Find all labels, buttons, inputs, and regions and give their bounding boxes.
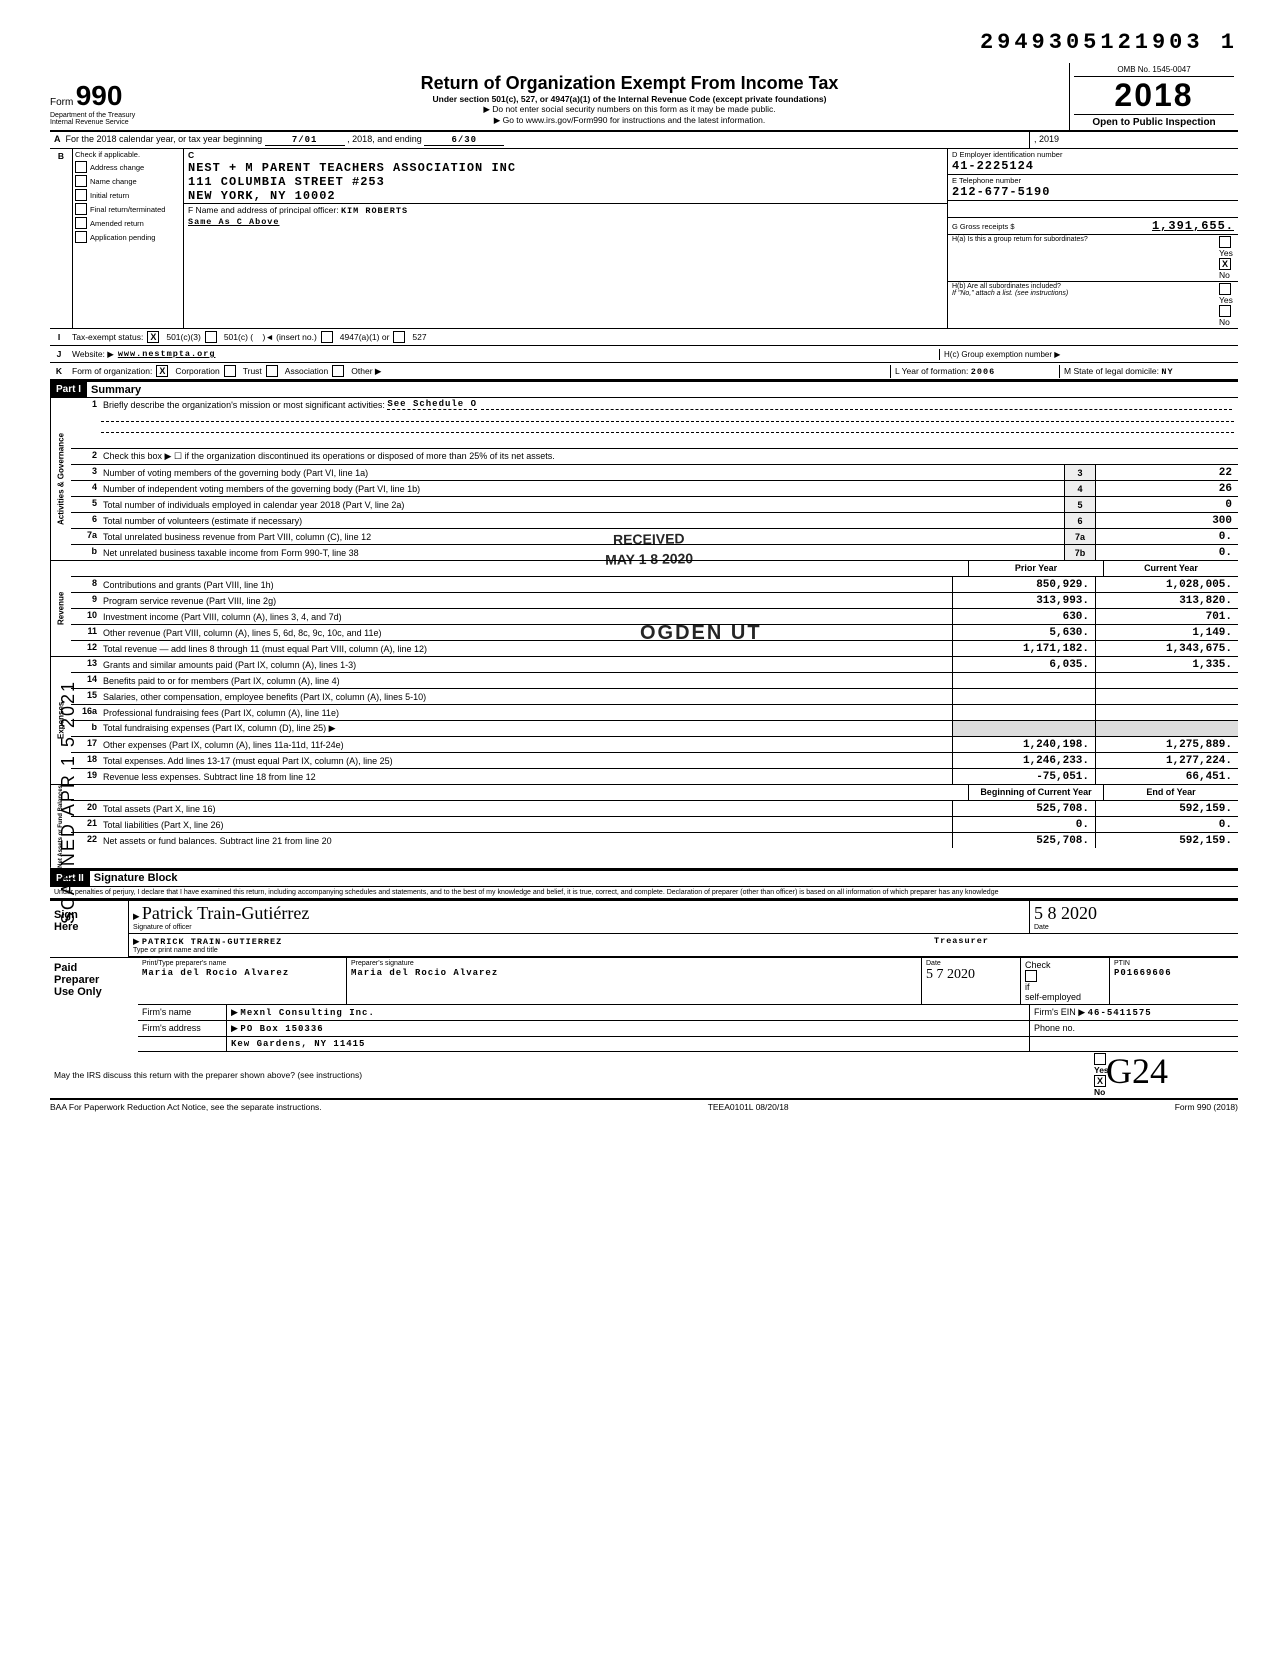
discuss-row: May the IRS discuss this return with the… bbox=[50, 1052, 1238, 1099]
section-b-container: B Check if applicable. Address changeNam… bbox=[50, 149, 1238, 329]
doc-number: 2949305121903 1 bbox=[50, 30, 1238, 55]
summary-row: bTotal fundraising expenses (Part IX, co… bbox=[71, 721, 1238, 737]
summary-row: 16aProfessional fundraising fees (Part I… bbox=[71, 705, 1238, 721]
form-year: 2018 bbox=[1074, 77, 1234, 114]
footer: BAA For Paperwork Reduction Act Notice, … bbox=[50, 1099, 1238, 1112]
officer-signature: Patrick Train-Gutiérrez bbox=[142, 903, 309, 923]
ein: 41-2225124 bbox=[952, 159, 1234, 173]
open-public: Open to Public Inspection bbox=[1074, 114, 1234, 128]
principal-officer: KIM ROBERTS bbox=[341, 206, 408, 216]
check-item: Address change bbox=[73, 160, 183, 174]
check-item: Name change bbox=[73, 174, 183, 188]
summary-row: 19Revenue less expenses. Subtract line 1… bbox=[71, 769, 1238, 784]
phone: 212-677-5190 bbox=[952, 185, 1234, 199]
gross-receipts: 1,391,655. bbox=[1152, 219, 1234, 233]
summary-row: 13Grants and similar amounts paid (Part … bbox=[71, 657, 1238, 673]
sign-here-block: SignHere ▶ Patrick Train-Gutiérrez Signa… bbox=[50, 899, 1238, 957]
subtitle-2a: ▶ Do not enter social security numbers o… bbox=[196, 104, 1063, 115]
summary-row: 20Total assets (Part X, line 16)525,708.… bbox=[71, 801, 1238, 817]
summary-row: 4Number of independent voting members of… bbox=[71, 481, 1238, 497]
org-name: NEST + M PARENT TEACHERS ASSOCIATION INC bbox=[184, 161, 947, 175]
summary-row: 18Total expenses. Add lines 13-17 (must … bbox=[71, 753, 1238, 769]
part-1-header: Part I Summary bbox=[50, 380, 1238, 398]
line-k: K Form of organization: XCorporation Tru… bbox=[50, 363, 1238, 380]
check-item: Amended return bbox=[73, 216, 183, 230]
line-i: I Tax-exempt status: X501(c)(3) 501(c) (… bbox=[50, 329, 1238, 346]
check-item: Final return/terminated bbox=[73, 202, 183, 216]
website: www.nestmpta.org bbox=[118, 349, 216, 359]
vert-revenue: Revenue bbox=[50, 561, 71, 656]
summary-row: 3Number of voting members of the governi… bbox=[71, 465, 1238, 481]
received-stamp: RECEIVED MAY 1 8 2020 bbox=[605, 529, 694, 570]
subtitle-1: Under section 501(c), 527, or 4947(a)(1)… bbox=[196, 94, 1063, 104]
summary-row: 6Total number of volunteers (estimate if… bbox=[71, 513, 1238, 529]
summary-row: 14Benefits paid to or for members (Part … bbox=[71, 673, 1238, 689]
org-addr1: 111 COLUMBIA STREET #253 bbox=[184, 175, 947, 189]
omb-number: OMB No. 1545-0047 bbox=[1074, 65, 1234, 77]
initial-signature: G24 bbox=[1106, 1050, 1168, 1092]
summary-row: 15Salaries, other compensation, employee… bbox=[71, 689, 1238, 705]
vert-governance: Activities & Governance bbox=[50, 398, 71, 560]
line-j: J Website: ▶ www.nestmpta.org H(c) Group… bbox=[50, 346, 1238, 363]
summary-row: 8Contributions and grants (Part VIII, li… bbox=[71, 577, 1238, 593]
check-item: Application pending bbox=[73, 230, 183, 244]
dept-label: Department of the Treasury Internal Reve… bbox=[50, 112, 190, 126]
summary-row: 5Total number of individuals employed in… bbox=[71, 497, 1238, 513]
summary-row: 9Program service revenue (Part VIII, lin… bbox=[71, 593, 1238, 609]
officer-name: PATRICK TRAIN-GUTIERREZ bbox=[142, 937, 282, 947]
vert-expenses: Expenses bbox=[50, 657, 71, 784]
form-title: Return of Organization Exempt From Incom… bbox=[196, 73, 1063, 94]
officer-title: Treasurer bbox=[930, 934, 1238, 956]
summary-row: 21Total liabilities (Part X, line 26)0.0… bbox=[71, 817, 1238, 833]
summary-row: 22Net assets or fund balances. Subtract … bbox=[71, 833, 1238, 848]
penalties-text: Under penalties of perjury, I declare th… bbox=[50, 887, 1238, 899]
vert-netassets: Net Assets or Fund Balances bbox=[50, 785, 71, 868]
org-addr2: NEW YORK, NY 10002 bbox=[184, 189, 947, 203]
part-2-header: Part II Signature Block bbox=[50, 869, 1238, 887]
ogden-stamp: OGDEN UT bbox=[640, 622, 762, 645]
summary-row: 17Other expenses (Part IX, column (A), l… bbox=[71, 737, 1238, 753]
subtitle-2b: ▶ Go to www.irs.gov/Form990 for instruct… bbox=[196, 115, 1063, 126]
line-a: A For the 2018 calendar year, or tax yea… bbox=[50, 132, 1238, 149]
paid-preparer-block: PaidPreparerUse Only Print/Type preparer… bbox=[50, 957, 1238, 1052]
form-header: Form 990 Department of the Treasury Inte… bbox=[50, 63, 1238, 132]
check-item: Initial return bbox=[73, 188, 183, 202]
